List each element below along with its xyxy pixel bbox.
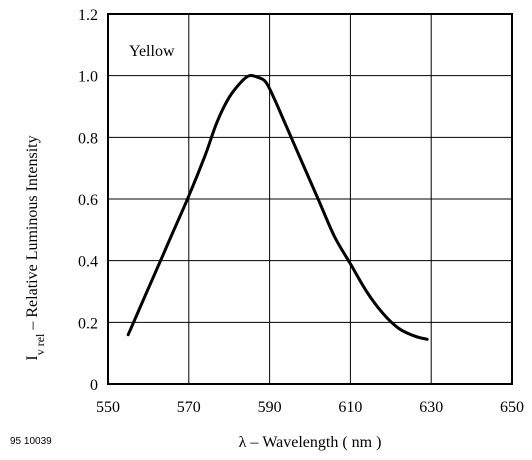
y-tick-labels: 0 0.2 0.4 0.6 0.8 1.0 1.2 <box>78 7 98 394</box>
x-tick-labels: 550 570 590 610 630 650 <box>96 399 524 416</box>
y-tick-label: 1.0 <box>78 69 98 86</box>
y-tick-label: 0.2 <box>78 315 98 332</box>
series-annotation: Yellow <box>129 43 175 60</box>
plot-frame <box>107 13 513 385</box>
y-tick-label: 0 <box>90 377 98 394</box>
y-tick-label: 0.8 <box>78 130 98 147</box>
figure-id: 95 10039 <box>10 436 52 447</box>
y-tick-label: 0.6 <box>78 192 98 209</box>
x-axis-label: λ – Wavelength ( nm ) <box>239 434 382 451</box>
y-axis-label-sub: v rel <box>33 333 47 355</box>
x-tick-label: 570 <box>177 399 201 416</box>
y-axis-label-main: I <box>24 355 41 360</box>
x-tick-label: 610 <box>338 399 362 416</box>
y-tick-label: 1.2 <box>78 7 98 24</box>
intensity-curve <box>126 73 429 341</box>
x-tick-label: 590 <box>258 399 282 416</box>
y-axis-label: Iv rel – Relative Luminous Intensity <box>24 135 47 360</box>
x-tick-label: 550 <box>96 399 120 416</box>
x-tick-label: 630 <box>419 399 443 416</box>
y-axis-label-rest: – Relative Luminous Intensity <box>24 135 41 333</box>
y-tick-label: 0.4 <box>78 254 98 271</box>
x-tick-label: 650 <box>500 399 524 416</box>
grid-lines <box>108 14 512 384</box>
